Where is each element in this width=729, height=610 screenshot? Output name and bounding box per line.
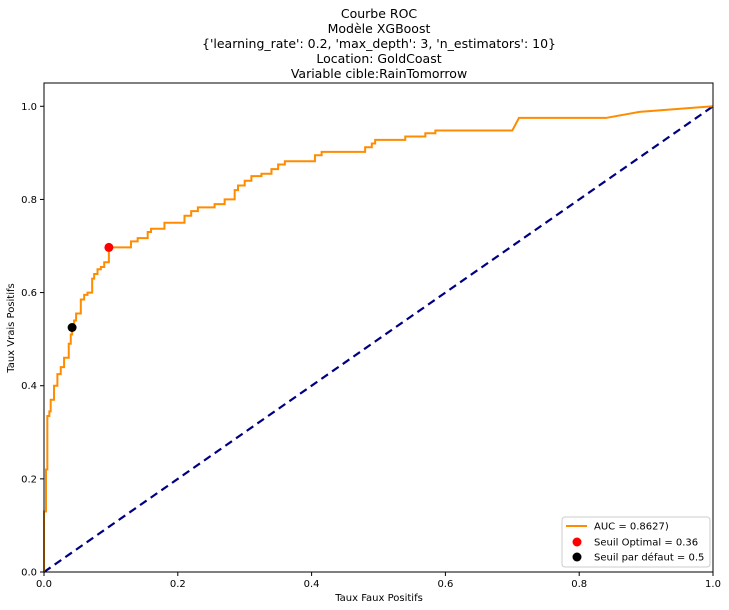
legend-default-label: Seuil par défaut = 0.5 <box>594 552 704 564</box>
title-line-3: {'learning_rate': 0.2, 'max_depth': 3, '… <box>202 36 556 51</box>
title-line-4: Location: GoldCoast <box>316 51 441 66</box>
title-line-5: Variable cible:RainTomorrow <box>291 66 467 81</box>
x-tick-label: 0.2 <box>170 579 186 590</box>
x-tick-label: 1.0 <box>705 579 721 590</box>
title-line-2: Modèle XGBoost <box>328 21 431 36</box>
y-tick-label: 1.0 <box>21 102 37 113</box>
y-tick-label: 0.2 <box>21 474 37 485</box>
legend: AUC = 0.8627) Seuil Optimal = 0.36 Seuil… <box>561 516 711 568</box>
axes: 0.0 0.2 0.4 0.6 0.8 1.0 0.0 0.2 0.4 0.6 0.8 1.0 <box>21 82 721 590</box>
roc-curve-line <box>43 105 714 572</box>
x-tick-label: 0.6 <box>437 579 453 590</box>
y-tick-label: 0.8 <box>21 195 37 206</box>
axes-frame <box>43 82 714 573</box>
x-tick-label: 0.8 <box>571 579 587 590</box>
optimal-threshold-marker <box>104 242 114 252</box>
chart-title: Courbe ROC Modèle XGBoost {'learning_rat… <box>202 6 556 81</box>
x-axis-label: Taux Faux Positifs <box>334 593 423 604</box>
legend-box <box>561 516 711 568</box>
title-line-1: Courbe ROC <box>341 6 418 21</box>
default-threshold-marker <box>67 323 77 332</box>
reference-diagonal-line <box>43 105 714 573</box>
plot-area <box>43 105 714 573</box>
legend-default-marker <box>572 552 582 562</box>
legend-optimal-label: Seuil Optimal = 0.36 <box>594 538 698 549</box>
legend-optimal-marker <box>572 537 582 547</box>
x-tick-label: 0.0 <box>36 579 52 590</box>
y-tick-label: 0.0 <box>21 568 37 579</box>
y-axis-label: Taux Vrais Positifs <box>6 283 17 373</box>
x-tick-label: 0.4 <box>304 579 320 590</box>
y-tick-label: 0.4 <box>21 381 37 392</box>
legend-roc-label: AUC = 0.8627) <box>594 522 669 533</box>
y-tick-label: 0.6 <box>21 288 37 299</box>
